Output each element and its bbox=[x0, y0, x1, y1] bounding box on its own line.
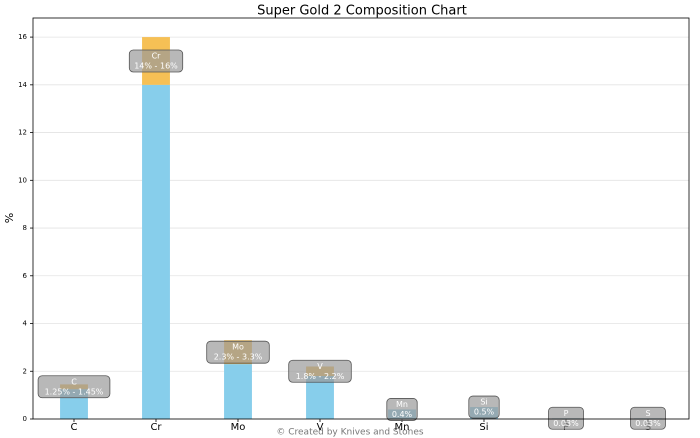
annotation-name: C bbox=[71, 377, 77, 386]
annotation-name: V bbox=[317, 362, 323, 371]
annotation-box bbox=[206, 340, 270, 364]
annotation-box bbox=[128, 49, 184, 73]
annotation-box bbox=[630, 406, 666, 430]
annotation-value: 2.3% - 3.3% bbox=[214, 353, 263, 362]
annotation: Mo2.3% - 3.3% bbox=[206, 340, 270, 364]
annotation-value: 1.8% - 2.2% bbox=[296, 372, 345, 381]
x-tick-label: Mo bbox=[231, 422, 246, 433]
y-tick-label: 12 bbox=[18, 129, 27, 137]
annotation: Si0.5% bbox=[468, 395, 500, 419]
chart-title: Super Gold 2 Composition Chart bbox=[257, 4, 467, 19]
y-tick-label: 2 bbox=[23, 367, 27, 375]
annotation-box bbox=[548, 406, 584, 430]
annotation-box bbox=[288, 359, 352, 383]
annotation-value: 0.03% bbox=[553, 419, 579, 428]
annotation: C1.25% - 1.45% bbox=[37, 375, 111, 399]
annotation-name: Si bbox=[480, 398, 487, 407]
bar-segment bbox=[142, 84, 170, 419]
annotation-name: Cr bbox=[152, 51, 162, 60]
x-tick-label: Mn bbox=[395, 422, 410, 433]
bar-segment bbox=[224, 364, 252, 419]
x-tick-label: C bbox=[71, 422, 78, 433]
x-tick-label: V bbox=[317, 422, 324, 433]
annotation-name: S bbox=[645, 409, 650, 418]
y-tick-label: 8 bbox=[23, 224, 27, 232]
annotation-box bbox=[37, 375, 111, 399]
y-tick-label: 10 bbox=[18, 176, 27, 184]
annotation-value: 0.03% bbox=[635, 419, 661, 428]
annotation: V1.8% - 2.2% bbox=[288, 359, 352, 383]
bar-segment bbox=[306, 376, 334, 419]
annotation-value: 14% - 16% bbox=[134, 61, 178, 70]
plot-frame bbox=[32, 17, 690, 420]
x-tick-label: Cr bbox=[150, 422, 162, 433]
annotation-name: Mo bbox=[232, 343, 244, 352]
annotation-value: 1.25% - 1.45% bbox=[45, 387, 104, 396]
annotation-box bbox=[468, 395, 500, 419]
y-tick-label: 4 bbox=[23, 320, 28, 328]
y-tick-label: 14 bbox=[18, 81, 27, 89]
annotation: Mn0.4% bbox=[386, 398, 418, 421]
annotation-value: 0.5% bbox=[474, 408, 495, 417]
annotation: P0.03% bbox=[548, 406, 584, 430]
annotation-name: P bbox=[564, 409, 569, 418]
annotation: S0.03% bbox=[630, 406, 666, 430]
annotation-value: 0.4% bbox=[392, 410, 413, 419]
y-tick-label: 16 bbox=[18, 33, 27, 41]
y-axis-label: % bbox=[3, 213, 16, 223]
y-tick-label: 0 bbox=[23, 415, 27, 423]
annotation-box bbox=[386, 398, 418, 421]
x-tick-label: Si bbox=[479, 422, 488, 433]
footer: © Created by Knives and Stones bbox=[276, 428, 424, 438]
annotation-name: Mn bbox=[396, 400, 408, 409]
y-tick-label: 6 bbox=[23, 272, 28, 280]
